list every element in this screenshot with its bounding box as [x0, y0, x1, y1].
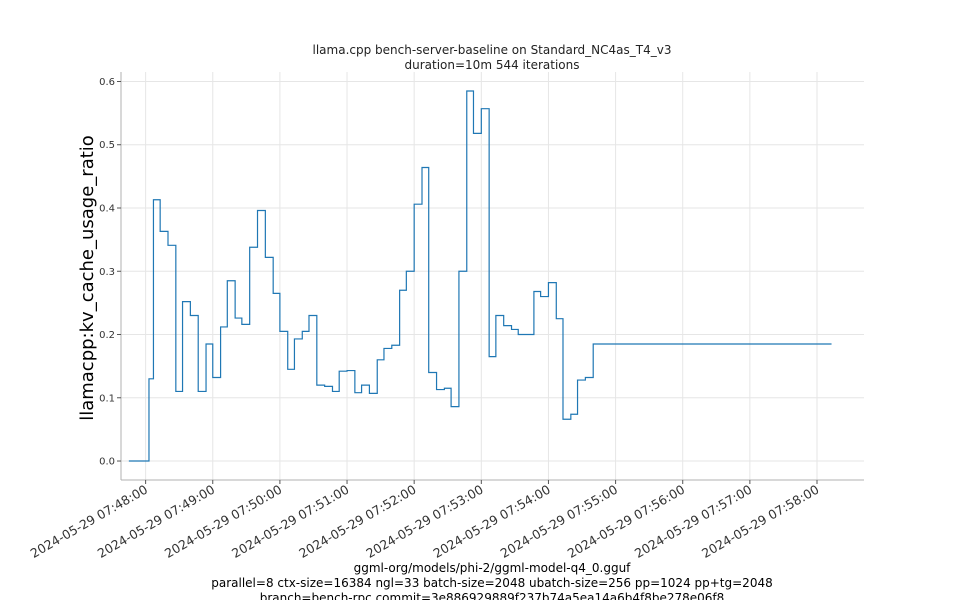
x-tick-label: 2024-05-29 07:55:00 — [498, 482, 621, 561]
x-tick-label: 2024-05-29 07:51:00 — [229, 482, 352, 561]
x-tick-label: 2024-05-29 07:53:00 — [363, 482, 486, 561]
y-tick-label: 0.4 — [99, 204, 115, 215]
x-tick-label: 2024-05-29 07:48:00 — [28, 482, 151, 561]
x-tick-label: 2024-05-29 07:52:00 — [296, 482, 419, 561]
series-layer — [128, 90, 832, 462]
axes — [120, 72, 864, 481]
y-tick-label: 0.2 — [99, 330, 115, 341]
x-tick-label: 2024-05-29 07:56:00 — [565, 482, 688, 561]
tick-labels: 0.0 0.1 0.2 0.3 0.4 0.5 0.6 2024-05-29 07:48:00… — [28, 77, 822, 561]
y-tick-label: 0.0 — [99, 457, 115, 468]
y-tick-label: 0.3 — [99, 267, 115, 278]
y-tick-label: 0.1 — [99, 393, 115, 404]
y-tick-label: 0.6 — [99, 77, 115, 88]
series-line-0 — [128, 90, 832, 462]
chart-title: llama.cpp bench-server-baseline on Stand… — [313, 43, 672, 57]
grid-lines — [121, 72, 864, 480]
footer-params: parallel=8 ctx-size=16384 ngl=33 batch-s… — [211, 576, 772, 590]
y-tick-label: 0.5 — [99, 140, 115, 151]
x-tick-label: 2024-05-29 07:50:00 — [162, 482, 285, 561]
x-tick-label: 2024-05-29 07:49:00 — [95, 482, 218, 561]
x-tick-label: 2024-05-29 07:57:00 — [632, 482, 755, 561]
x-tick-label: 2024-05-29 07:58:00 — [699, 482, 822, 561]
x-tick-label: 2024-05-29 07:54:00 — [430, 482, 553, 561]
footer-model: ggml-org/models/phi-2/ggml-model-q4_0.gg… — [354, 561, 632, 575]
chart-subtitle: duration=10m 544 iterations — [405, 58, 580, 72]
footer-branch: branch=bench-rpc commit=3e886929889f237b… — [260, 591, 725, 600]
y-axis-label: llamacpp:kv_cache_usage_ratio — [77, 135, 98, 421]
